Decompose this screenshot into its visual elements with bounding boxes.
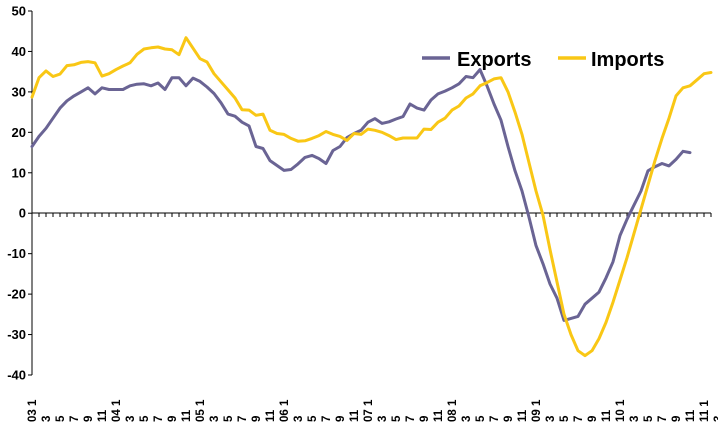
y-tick-label: -20 [7, 287, 26, 302]
x-tick-label: 08 1 [447, 399, 459, 422]
x-tick-label: 10 1 [615, 399, 627, 422]
x-tick-label: 3 [629, 416, 641, 422]
y-tick-label: -10 [7, 246, 26, 261]
x-tick-label: 11 [349, 409, 361, 422]
legend-label-exports: Exports [457, 49, 531, 71]
x-tick-label: 5 [643, 415, 655, 422]
x-tick-label: 3 [293, 416, 305, 422]
x-tick-label: 7 [153, 416, 165, 422]
x-tick-label: 9 [503, 416, 515, 422]
y-tick-label: 0 [19, 206, 26, 221]
y-tick-label: 20 [12, 125, 26, 140]
x-tick-label: 3 [41, 416, 53, 422]
x-tick-label: 11 [97, 409, 109, 422]
x-tick-label: 11 [433, 409, 445, 422]
x-tick-label: 7 [321, 416, 333, 422]
x-tick-label: 11 1 [699, 400, 711, 422]
x-tick-label: 11 [685, 409, 697, 422]
y-tick-label: -40 [7, 368, 26, 383]
series-line-exports [30, 68, 692, 322]
y-axis-ticks: 50 40 30 20 10 0 -10 -20 -30 -40 [7, 4, 32, 383]
x-tick-label: 11 [601, 409, 613, 422]
axes [31, 11, 711, 375]
x-tick-label: 9 [419, 416, 431, 422]
x-tick-label: 03 1 [27, 399, 39, 422]
x-tick-label: 3 [713, 416, 718, 422]
y-tick-label: 40 [12, 44, 26, 59]
series-line-imports [30, 36, 713, 358]
y-tick-label: 10 [12, 165, 26, 180]
x-tick-label: 9 [671, 416, 683, 422]
y-tick-label: -30 [7, 327, 26, 342]
x-tick-label: 3 [125, 416, 137, 422]
x-tick-label: 5 [391, 415, 403, 422]
x-tick-label: 7 [489, 416, 501, 422]
x-tick-label: 7 [69, 416, 81, 422]
x-tick-label: 9 [83, 416, 95, 422]
x-tick-label: 05 1 [195, 399, 207, 422]
y-tick-label: 50 [12, 4, 26, 19]
x-tick-label: 11 [181, 409, 193, 422]
legend: Exports Imports [422, 49, 664, 71]
x-tick-label: 5 [475, 415, 487, 422]
x-tick-label: 9 [251, 416, 263, 422]
x-tick-label: 5 [559, 415, 571, 422]
x-tick-label: 9 [335, 416, 347, 422]
legend-label-imports: Imports [591, 49, 664, 71]
x-tick-label: 5 [139, 415, 151, 422]
x-tick-label: 9 [167, 416, 179, 422]
x-tick-label: 3 [461, 416, 473, 422]
x-tick-label: 5 [223, 415, 235, 422]
x-tick-label: 07 1 [363, 399, 375, 422]
x-tick-label: 7 [237, 416, 249, 422]
x-tick-label: 5 [55, 415, 67, 422]
x-tick-label: 7 [405, 416, 417, 422]
x-tick-label: 11 [265, 409, 277, 422]
x-tick-label: 11 [517, 409, 529, 422]
x-tick-label: 3 [209, 416, 221, 422]
x-tick-label: 3 [377, 416, 389, 422]
x-axis-ticks: 03 1 3 5 7 9 11 04 1 3 5 7 9 11 05 1 3 5 7 9 11 06 1 3 5 7 9 11… [27, 213, 718, 422]
x-tick-label: 5 [307, 415, 319, 422]
y-tick-label: 30 [12, 84, 26, 99]
x-tick-label: 09 1 [531, 399, 543, 422]
x-tick-label: 06 1 [279, 399, 291, 422]
series-lines [30, 36, 713, 358]
x-tick-label: 9 [587, 416, 599, 422]
x-tick-label: 7 [573, 416, 585, 422]
x-tick-label: 3 [545, 416, 557, 422]
x-tick-label: 04 1 [111, 399, 123, 422]
x-tick-label: 7 [657, 416, 669, 422]
